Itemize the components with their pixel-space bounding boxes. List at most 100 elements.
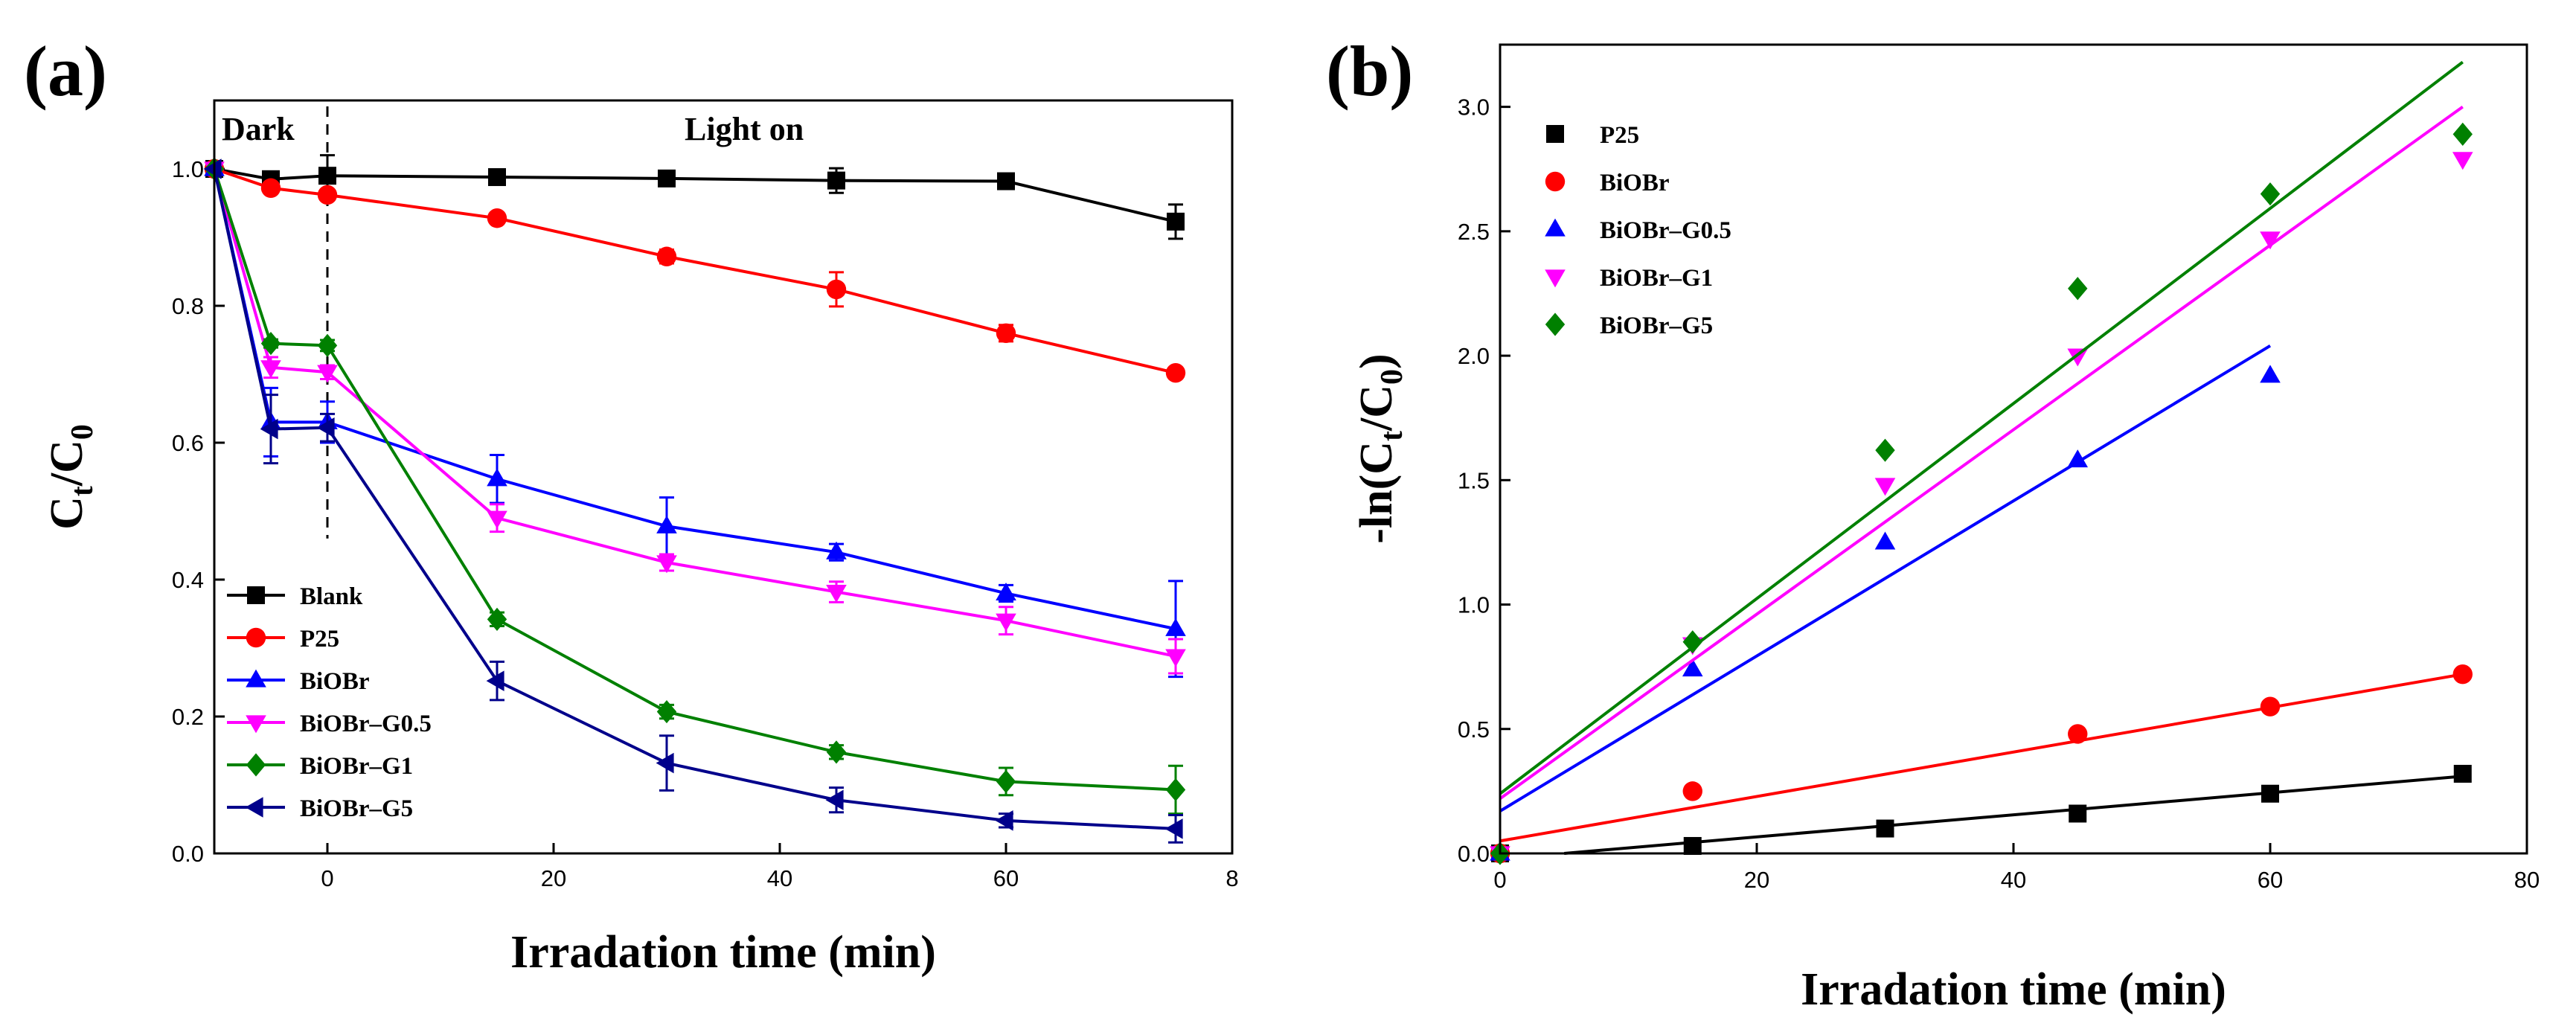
data-point-biobr-g1 — [260, 332, 281, 356]
legend-item-biobr-g5: BiOBr–G5 — [227, 795, 413, 822]
data-point-biobr-g0-5 — [826, 584, 847, 603]
data-point-p25 — [996, 323, 1016, 343]
legend-item-biobr-g0-5: BiOBr–G0.5 — [227, 711, 432, 737]
data-point-biobr-g1 — [487, 607, 507, 631]
data-point-blank — [488, 168, 506, 187]
panel-b-x-tick-label: 80 — [2514, 867, 2540, 893]
data-point-biobr — [2260, 696, 2281, 717]
data-point-biobr — [2452, 664, 2473, 685]
legend-label: P25 — [1600, 122, 1639, 149]
panel-b-y-tick-label: 2.0 — [1458, 343, 1490, 369]
data-point-biobr-g5 — [825, 789, 844, 811]
panel-b-frame — [1499, 43, 2528, 855]
panel-b-y-tick-label: 1.0 — [1458, 592, 1490, 618]
data-point-biobr-g5 — [656, 752, 674, 774]
data-point-biobr — [826, 541, 847, 560]
data-point-p25 — [2453, 764, 2472, 783]
data-point-biobr-g5 — [1682, 630, 1702, 654]
legend-label: BiOBr–G1 — [300, 753, 413, 780]
legend-marker — [1546, 125, 1564, 143]
fit-line-biobr-g5 — [1499, 60, 2464, 795]
data-point-biobr-g0-5 — [996, 613, 1016, 632]
data-point-p25 — [826, 279, 847, 300]
panel-a-y-axis-title: Ct/C0 — [42, 424, 100, 530]
panel-b-y-tick-label: 2.5 — [1458, 219, 1490, 245]
data-point-biobr-g0-5 — [1165, 649, 1186, 667]
data-point-biobr-g0-5 — [1874, 531, 1896, 550]
data-point-biobr-g5 — [2260, 182, 2281, 206]
panel-a-legend: Blank P25 BiOBr BiOBr–G0.5 BiOBr–G1 BiOBr–G5 — [227, 583, 432, 822]
legend-marker — [246, 627, 266, 648]
legend-label: BiOBr — [300, 668, 370, 695]
series-line-biobr-g5 — [213, 168, 1176, 830]
data-point-blank — [318, 167, 336, 185]
legend-label: BiOBr–G0.5 — [300, 711, 432, 737]
panel-b-y-tick-label: 3.0 — [1458, 94, 1490, 121]
dark-annotation: Dark — [222, 111, 295, 147]
legend-label: BiOBr–G1 — [1600, 265, 1713, 292]
panel-b: (b) 0 20 40 60 80 0.0 0.5 1.0 1.5 2.0 2.5 3.0 Irrad… — [1326, 31, 2540, 1015]
data-point-biobr — [1165, 618, 1186, 636]
legend-label: BiOBr — [1600, 170, 1670, 196]
data-point-blank — [827, 171, 845, 190]
data-point-p25 — [317, 185, 338, 205]
data-point-biobr-g0-5 — [487, 510, 507, 529]
series-line-p25 — [214, 167, 1176, 375]
panel-a-x-tick-label: 0 — [321, 865, 333, 891]
legend-marker — [1545, 269, 1566, 288]
series-line-blank — [214, 167, 1176, 223]
legend-item-blank: Blank — [227, 583, 363, 610]
data-point-biobr-g5 — [486, 670, 504, 691]
data-point-p25 — [1683, 836, 1702, 855]
data-point-biobr-g0-5 — [2260, 365, 2281, 383]
data-point-p25 — [2069, 804, 2087, 823]
panel-b-plot-area — [1490, 60, 2473, 865]
panel-a-y-tick-label: 0.4 — [172, 567, 204, 593]
legend-marker — [1545, 218, 1566, 237]
panel-b-x-tick-label: 20 — [1744, 867, 1769, 893]
panel-b-y-axis-title: -ln(Ct/C0) — [1351, 353, 1409, 543]
panel-a-frame — [213, 99, 1234, 855]
legend-item-p25: P25 — [1546, 122, 1639, 149]
panel-a-x-tick-label: 20 — [541, 865, 566, 891]
panel-a-y-tick-label: 0.0 — [172, 841, 204, 867]
series-biobr — [1490, 664, 2473, 864]
legend-marker — [245, 797, 263, 818]
panel-a-axes: 0 20 40 60 8 0.0 0.2 0.4 0.6 0.8 1.0 — [172, 156, 1239, 891]
panel-a-x-tick-label: 40 — [767, 865, 792, 891]
data-point-biobr-g1 — [996, 769, 1016, 793]
panel-b-x-axis-title: Irradation time (min) — [1801, 964, 2226, 1015]
series-biobr-g0-5 — [204, 161, 1186, 675]
legend-marker — [246, 715, 266, 734]
data-point-biobr-g1 — [2260, 231, 2281, 250]
legend-label: BiOBr–G5 — [300, 795, 413, 822]
legend-item-biobr-g0-5: BiOBr–G0.5 — [1545, 217, 1731, 244]
series-biobr-g0-5 — [1490, 344, 2281, 861]
series-line-biobr-g0-5 — [213, 168, 1176, 658]
panel-a-x-axis-title: Irradation time (min) — [510, 927, 936, 978]
panel-a-x-tick-label: 8 — [1225, 865, 1238, 891]
panel-a-label: (a) — [24, 31, 107, 111]
data-point-p25 — [487, 208, 507, 228]
fit-line-biobr-g1 — [1499, 105, 2464, 801]
panel-a-y-tick-label: 0.8 — [172, 293, 204, 319]
legend-label: BiOBr–G5 — [1600, 312, 1713, 339]
legend-marker — [1545, 312, 1566, 336]
data-point-biobr — [1682, 781, 1702, 801]
data-point-blank — [997, 172, 1015, 190]
panel-b-x-tick-label: 40 — [2001, 867, 2026, 893]
fit-line-biobr — [1499, 673, 2464, 843]
data-point-biobr-g5 — [2068, 277, 2088, 301]
series-p25 — [1491, 764, 2472, 862]
data-point-biobr-g0-5 — [656, 555, 677, 574]
data-point-biobr — [2068, 724, 2088, 744]
data-point-p25 — [656, 246, 677, 266]
legend-item-p25: P25 — [227, 626, 339, 653]
panel-b-y-tick-label: 0.5 — [1458, 717, 1490, 743]
data-point-biobr-g1 — [1165, 778, 1186, 802]
data-point-biobr-g5 — [203, 158, 222, 179]
panel-a-x-tick-label: 60 — [993, 865, 1019, 891]
data-point-biobr-g5 — [1875, 438, 1895, 462]
panel-b-y-tick-label: 1.5 — [1458, 467, 1490, 493]
